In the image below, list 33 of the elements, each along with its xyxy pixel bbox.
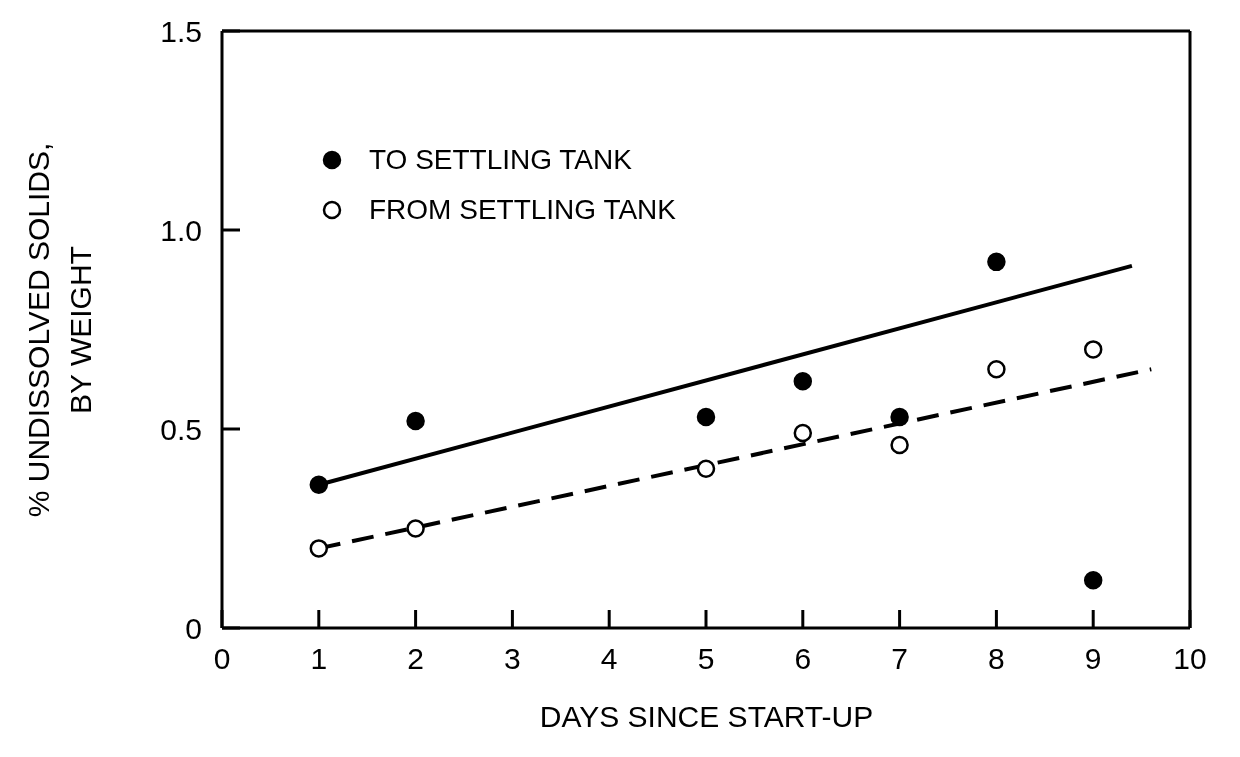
point bbox=[987, 252, 1006, 272]
x-tick-label: 2 bbox=[407, 642, 424, 676]
x-axis-title: DAYS SINCE START-UP bbox=[538, 700, 875, 734]
x-tick-label: 5 bbox=[697, 642, 715, 676]
x-tick-label: 10 bbox=[1173, 642, 1207, 676]
point bbox=[696, 407, 716, 427]
y-axis-title: % UNDISSOLVED SOLIDS, BY WEIGHT bbox=[21, 141, 98, 520]
y-tick-label: 0.5 bbox=[160, 412, 202, 446]
x-tick-label: 4 bbox=[600, 642, 618, 676]
point bbox=[890, 435, 909, 455]
point bbox=[1083, 340, 1103, 359]
point bbox=[1083, 570, 1103, 590]
point bbox=[793, 371, 813, 391]
legend-label: FROM SETTLING TANK bbox=[369, 193, 676, 227]
point bbox=[309, 475, 329, 494]
y-tick-label: 1.5 bbox=[160, 14, 202, 48]
x-tick-label: 9 bbox=[1084, 642, 1102, 676]
point bbox=[696, 459, 716, 479]
x-tick-label: 3 bbox=[504, 642, 521, 676]
point bbox=[406, 519, 425, 538]
legend-label: TO SETTLING TANK bbox=[369, 143, 632, 177]
x-tick-label: 7 bbox=[891, 642, 908, 676]
point bbox=[890, 407, 909, 427]
point bbox=[793, 423, 813, 443]
x-tick-label: 6 bbox=[794, 642, 812, 676]
x-tick-label: 0 bbox=[213, 642, 231, 676]
x-tick-label: 8 bbox=[988, 642, 1005, 676]
point bbox=[309, 539, 329, 558]
x-tick-label: 1 bbox=[310, 642, 328, 676]
y-tick-label: 0 bbox=[185, 611, 202, 645]
point bbox=[406, 411, 425, 431]
point bbox=[987, 360, 1006, 379]
y-tick-label: 1.0 bbox=[160, 213, 202, 247]
